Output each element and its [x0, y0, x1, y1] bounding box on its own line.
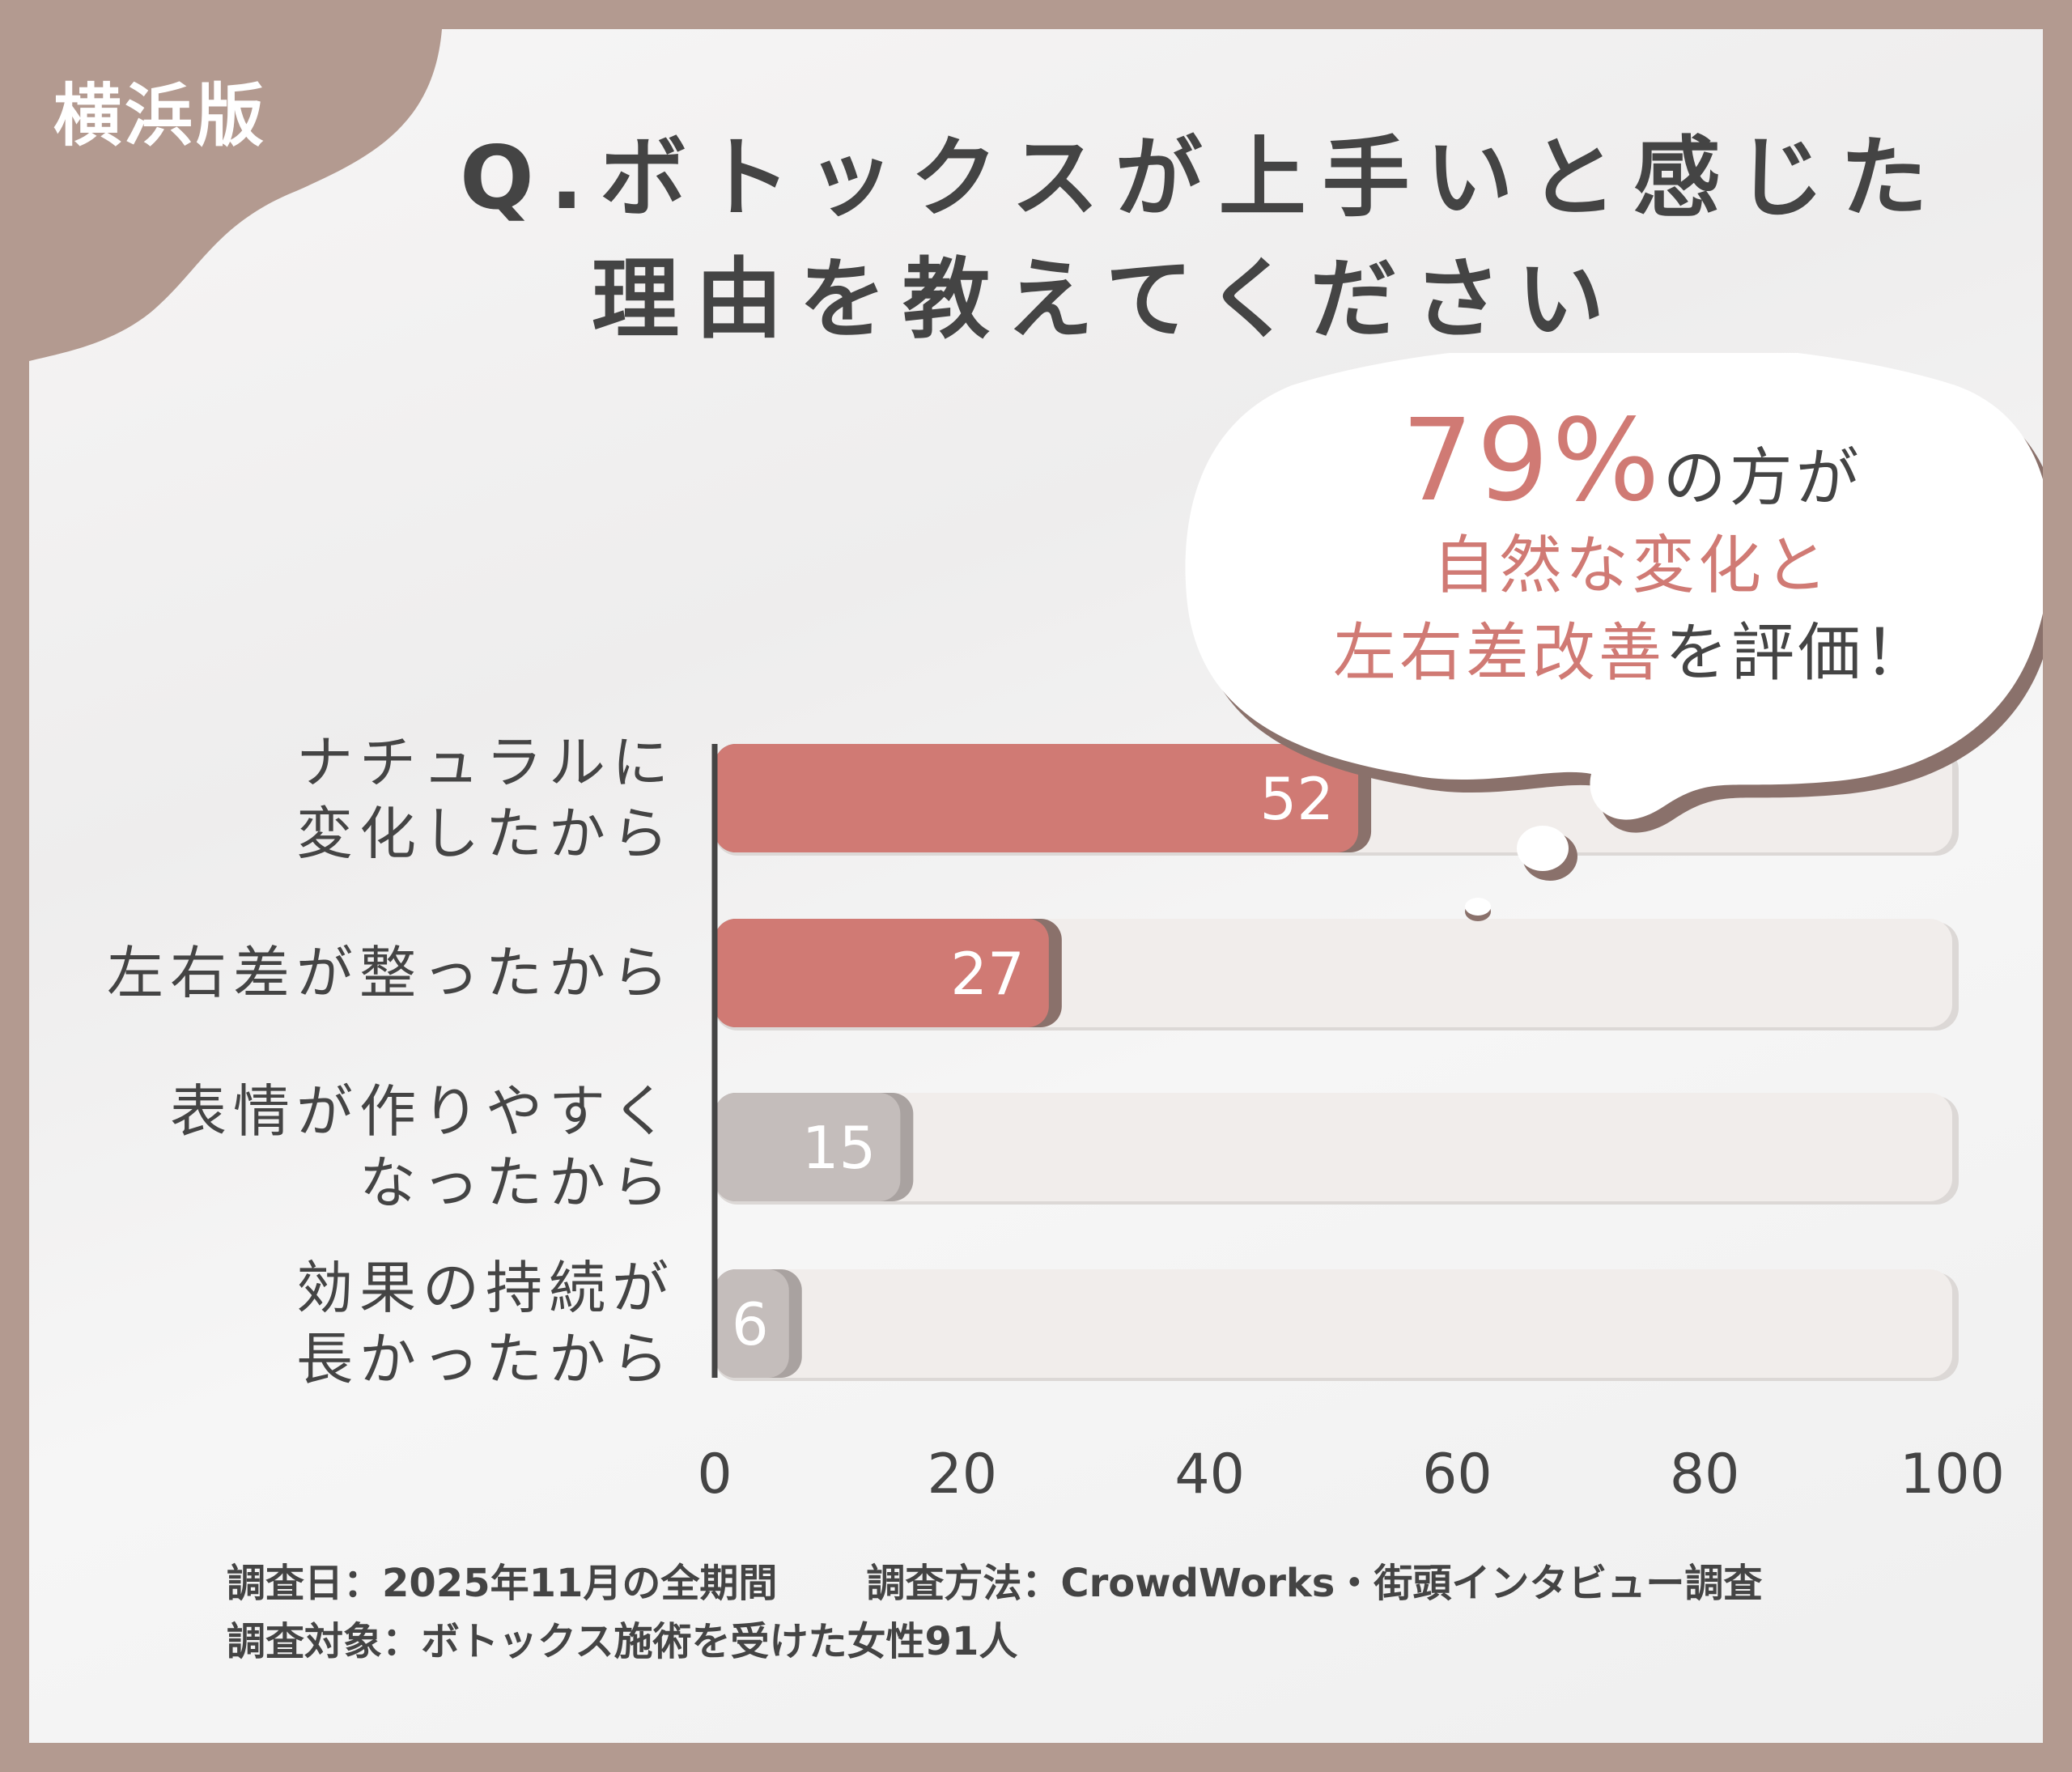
bar-track	[715, 1093, 1952, 1201]
category-label: 表情が作りやすく なったから	[170, 1076, 675, 1218]
infographic-panel: 横浜版 Q.ボトックスが上手いと感じた 理由を教えてください 52 27 15 6 0 2…	[29, 29, 2043, 1743]
survey-target: 調査対象：ボトックス施術を受けた女性91人	[227, 1619, 1018, 1664]
x-tick-label: 80	[1670, 1443, 1740, 1506]
bar-value-label: 15	[802, 1114, 877, 1182]
bar	[715, 919, 1049, 1027]
bar-value-label: 27	[950, 940, 1025, 1008]
bar	[715, 1269, 789, 1378]
callout-line3: を評価！	[1665, 617, 1931, 690]
x-tick-label: 0	[697, 1443, 732, 1506]
callout-line3-highlight: 左右差改善	[1332, 617, 1665, 690]
speech-bubble	[1185, 353, 2043, 921]
category-label-line: 表情が作りやすく	[170, 1078, 675, 1145]
callout-line2: 自然な変化と	[1432, 529, 1831, 602]
bar	[715, 744, 1359, 852]
survey-method: 調査方法：CrowdWorks・街頭インタビュー調査	[866, 1561, 1763, 1606]
bar-value-label: 6	[732, 1290, 769, 1358]
callout-text: 79%の方が 自然な変化と 左右差改善を評価！	[1178, 405, 2043, 697]
category-label-line: なったから	[359, 1149, 675, 1216]
bar-value-label: 52	[1259, 765, 1334, 833]
x-tick-label: 20	[928, 1443, 998, 1506]
x-tick-label: 100	[1900, 1443, 2005, 1506]
category-label-line: 長かったから	[296, 1326, 675, 1392]
x-tick-label: 40	[1174, 1443, 1245, 1506]
corner-tag-shape	[29, 29, 442, 361]
callout-line1: の方が	[1662, 442, 1862, 515]
title-line-1: Q.ボトックスが上手いと感じた	[460, 128, 1944, 229]
title-line-2: 理由を教えてください	[592, 249, 1621, 351]
category-label-line: 効果の持続が	[296, 1255, 675, 1321]
footer-line-1: 調査日：2025年11月の全期間 調査方法：CrowdWorks・街頭インタビュー…	[227, 1559, 1762, 1608]
callout-percent: 79%	[1401, 395, 1663, 527]
category-label-line: ナチュラルに	[296, 729, 675, 796]
x-tick-label: 60	[1422, 1443, 1492, 1506]
category-label: ナチュラルに 変化したから	[296, 727, 675, 869]
region-tag: 横浜版	[53, 76, 268, 155]
bar	[715, 1093, 901, 1201]
survey-date: 調査日：2025年11月の全期間	[227, 1561, 778, 1606]
category-label: 効果の持続が 長かったから	[296, 1252, 675, 1395]
category-label-line: 左右差が整ったから	[107, 940, 675, 1006]
category-label: 左右差が整ったから	[107, 937, 675, 1009]
bar-track	[715, 1269, 1952, 1378]
category-label-line: 変化したから	[296, 801, 675, 867]
